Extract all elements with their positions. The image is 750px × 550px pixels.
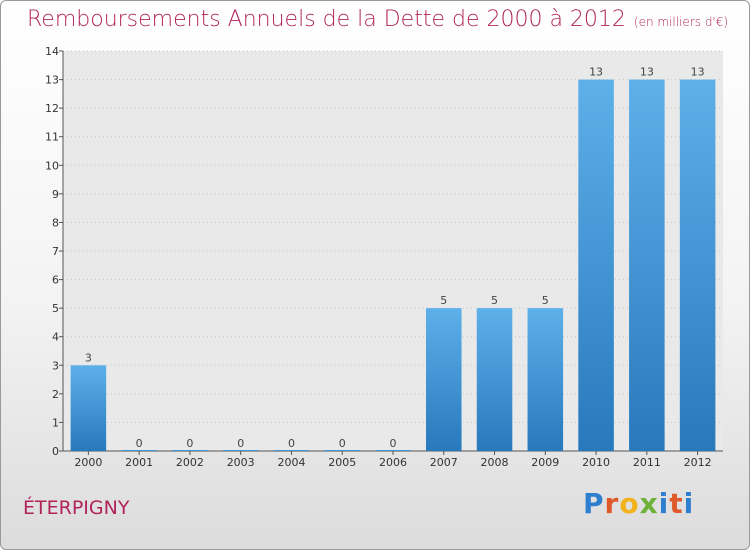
chart-subtitle: (en milliers d'€): [633, 15, 729, 29]
bar-value-label: 0: [186, 437, 193, 450]
y-tick-label: 1: [52, 416, 59, 429]
bar: [273, 450, 310, 451]
x-tick-label: 2009: [531, 456, 559, 469]
bar: [121, 450, 157, 451]
bar: [70, 365, 107, 451]
plot-area: 0123456789101112131432000020010200202003…: [45, 45, 723, 469]
x-tick-label: 2006: [379, 456, 407, 469]
x-tick-label: 2011: [633, 456, 661, 469]
y-tick-label: 7: [52, 245, 59, 258]
x-tick-label: 2003: [227, 456, 255, 469]
logo-letter: P: [583, 487, 605, 520]
x-tick-label: 2008: [481, 456, 509, 469]
logo-letter: r: [604, 487, 620, 520]
chart-title: Remboursements Annuels de la Dette de 20…: [27, 7, 728, 32]
y-tick-label: 10: [45, 159, 59, 172]
bar-value-label: 0: [136, 437, 143, 450]
y-tick-label: 8: [52, 216, 59, 229]
x-tick-label: 2002: [176, 456, 204, 469]
y-tick-label: 5: [52, 302, 59, 315]
y-tick-label: 3: [52, 359, 59, 372]
y-tick-label: 9: [52, 188, 59, 201]
bar-value-label: 0: [288, 437, 295, 450]
bar-value-label: 13: [691, 66, 705, 79]
logo-letter: o: [619, 487, 640, 520]
bar: [222, 450, 259, 451]
x-tick-label: 2010: [582, 456, 610, 469]
bar: [476, 308, 513, 451]
bar-value-label: 3: [85, 351, 92, 364]
y-tick-label: 4: [52, 331, 59, 344]
x-tick-label: 2001: [125, 456, 153, 469]
y-tick-label: 6: [52, 274, 59, 287]
x-tick-label: 2000: [74, 456, 102, 469]
bar-value-label: 13: [640, 66, 654, 79]
x-tick-label: 2007: [430, 456, 458, 469]
bar: [426, 308, 462, 451]
commune-name: ÉTERPIGNY: [23, 497, 130, 519]
x-tick-label: 2012: [684, 456, 712, 469]
chart-title-text: Remboursements Annuels de la Dette de 20…: [27, 7, 626, 32]
proxiti-logo: Proxiti: [583, 487, 694, 520]
bar-value-label: 0: [390, 437, 397, 450]
logo-letter: t: [669, 487, 684, 520]
bar: [578, 79, 614, 452]
bar-value-label: 13: [589, 66, 603, 79]
bar: [172, 450, 208, 451]
y-tick-label: 13: [45, 74, 59, 87]
plot-background: [63, 51, 723, 451]
bar: [679, 79, 716, 452]
y-tick-label: 12: [45, 102, 59, 115]
bar: [527, 308, 564, 451]
bar-value-label: 5: [491, 294, 498, 307]
bar-value-label: 5: [542, 294, 549, 307]
y-tick-label: 2: [52, 388, 59, 401]
bar-value-label: 5: [440, 294, 447, 307]
logo-letter: i: [658, 487, 670, 520]
y-tick-label: 14: [45, 45, 59, 58]
x-tick-label: 2004: [277, 456, 305, 469]
bar: [324, 450, 360, 451]
y-tick-label: 11: [45, 131, 59, 144]
x-tick-label: 2005: [328, 456, 356, 469]
bar-value-label: 0: [339, 437, 346, 450]
logo-letter: i: [683, 487, 695, 520]
logo-letter: x: [639, 487, 659, 520]
bar-value-label: 0: [237, 437, 244, 450]
y-tick-label: 0: [52, 445, 59, 458]
bar: [629, 79, 665, 452]
bar: [375, 450, 411, 451]
